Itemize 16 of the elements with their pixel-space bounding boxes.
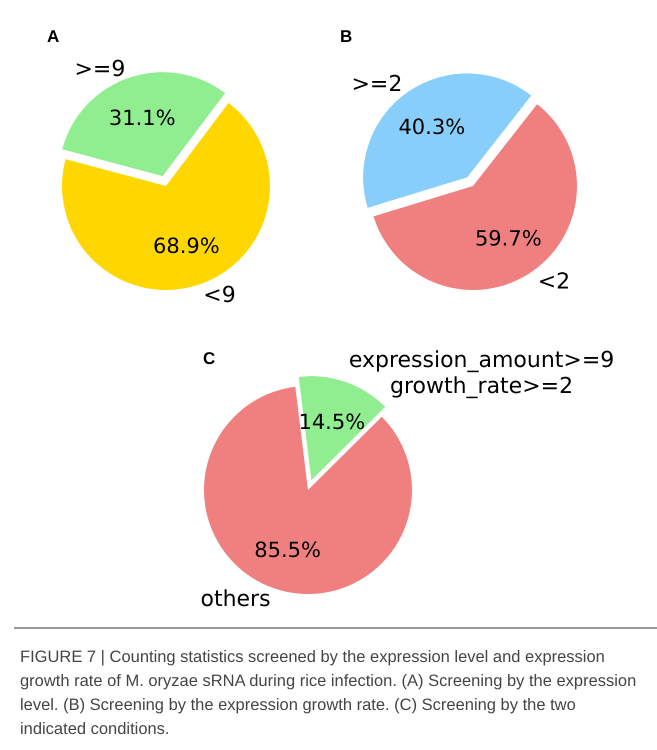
chart-title: B: [340, 27, 352, 46]
chart-title: C: [203, 349, 216, 368]
data-label: 40.3%: [398, 114, 466, 139]
slice-label: >=9: [74, 57, 126, 82]
slice-label: >=2: [352, 72, 402, 98]
caption: FIGURE 7 | Counting statistics screened by the expression level and expression growth rate of M. oryzae sRNA during rice infection. (A) Screening by the expression level. (B) Screening by the expression growth rate. (C) Screening by the two indicated conditions.: [20, 648, 636, 738]
slice-label: others: [200, 587, 271, 612]
slice-label: <2: [538, 269, 570, 294]
data-label: 59.7%: [474, 226, 542, 250]
data-label: 85.5%: [254, 538, 321, 562]
chart-title: A: [47, 27, 60, 46]
data-label: 14.5%: [298, 410, 366, 434]
slice-label: <9: [203, 283, 236, 308]
data-label: 68.9%: [152, 234, 220, 258]
data-label: 31.1%: [108, 106, 176, 130]
slice-label: expression_amount>=9 growth_rate>=2: [348, 348, 614, 400]
